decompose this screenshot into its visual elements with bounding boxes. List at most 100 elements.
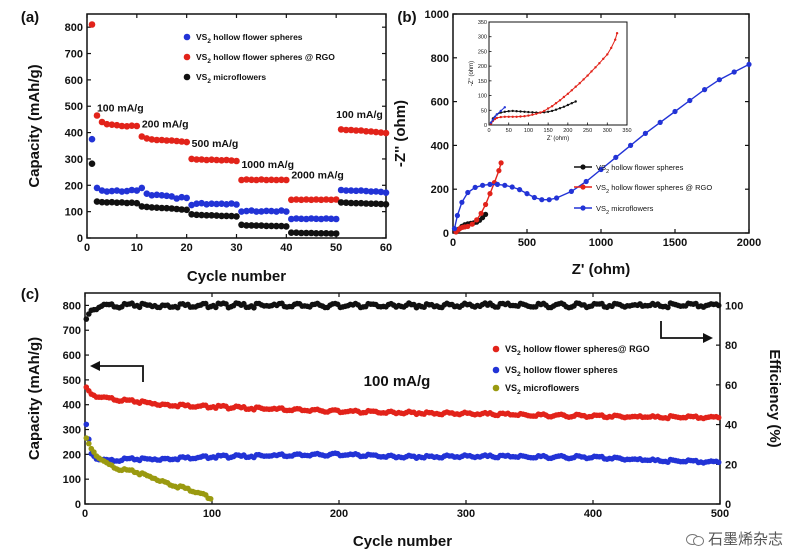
y-tick-label: 0 (75, 499, 81, 511)
legend-marker (580, 205, 586, 211)
y-tick-label: 1000 (425, 9, 449, 21)
data-point (472, 184, 478, 190)
data-point (382, 129, 390, 137)
data-point (342, 126, 350, 134)
data-point (594, 66, 597, 69)
x-tick-label: 10 (131, 242, 143, 254)
data-point (268, 207, 275, 215)
data-point (283, 223, 290, 230)
data-point (86, 440, 92, 447)
x-axis-label: Cycle number (187, 268, 286, 285)
data-point (327, 215, 335, 223)
data-point (148, 204, 156, 211)
data-point (483, 211, 489, 217)
data-point (308, 196, 315, 204)
data-point (495, 116, 499, 120)
data-point (523, 110, 526, 114)
inset-y-tick-label: 0 (484, 123, 487, 129)
data-point (550, 105, 554, 108)
data-point (489, 121, 493, 124)
data-point (278, 176, 285, 184)
data-point (218, 200, 225, 207)
x-tick-label: 1500 (663, 237, 687, 249)
data-point (253, 222, 260, 229)
data-point (233, 201, 240, 208)
data-point (193, 156, 200, 163)
inset-x-tick-label: 350 (622, 128, 631, 134)
panel-label: (c) (21, 286, 39, 303)
data-point (610, 46, 613, 50)
data-point (377, 188, 385, 196)
data-point (672, 108, 678, 115)
data-point (554, 102, 558, 105)
data-point (322, 215, 330, 222)
data-point (83, 316, 90, 322)
data-point (480, 182, 486, 188)
data-point (243, 222, 250, 229)
data-point (228, 157, 235, 164)
data-point (317, 230, 325, 237)
data-point (494, 181, 500, 187)
y-right-tick-label: 40 (725, 420, 737, 432)
data-point (263, 176, 270, 184)
data-point (93, 198, 101, 205)
data-point (357, 127, 365, 134)
data-point (566, 103, 570, 107)
data-point (546, 110, 550, 114)
data-point (118, 188, 126, 195)
inset-x-tick-label: 50 (506, 128, 512, 134)
data-point (367, 188, 375, 195)
inset-y-tick-label: 50 (481, 108, 487, 114)
data-point (108, 187, 116, 195)
x-tick-label: 60 (380, 242, 392, 254)
data-point (496, 168, 502, 174)
data-point (108, 121, 116, 128)
data-point (451, 226, 458, 232)
data-point (546, 197, 552, 203)
data-point (173, 205, 180, 213)
data-point (357, 187, 365, 194)
y-tick-label: 500 (65, 101, 83, 113)
data-point (687, 97, 693, 104)
data-point (103, 199, 111, 206)
data-point (642, 130, 649, 136)
data-point (83, 435, 90, 441)
data-point (527, 114, 530, 117)
data-point (118, 122, 126, 130)
y-tick-label: 100 (65, 207, 83, 219)
data-point (183, 206, 190, 214)
inset-x-tick-label: 200 (563, 128, 572, 134)
data-point (337, 126, 345, 133)
data-point (347, 126, 355, 134)
x-tick-label: 0 (82, 508, 88, 520)
data-point (253, 208, 260, 215)
data-point (715, 414, 722, 421)
data-point (598, 166, 604, 173)
data-point (498, 160, 504, 166)
data-point (288, 196, 295, 204)
data-point (382, 189, 390, 196)
x-tick-label: 2000 (737, 237, 761, 249)
legend-label: VS2 hollow flower spheres@ RGO (505, 344, 650, 357)
data-point (118, 199, 126, 206)
data-point (168, 137, 175, 144)
data-point (308, 229, 315, 237)
data-point (614, 38, 617, 41)
y-tick-label: 500 (63, 375, 81, 387)
data-point (562, 95, 566, 99)
data-point (503, 115, 506, 119)
legend-marker (492, 366, 500, 374)
data-point (362, 187, 370, 195)
inset-x-tick-label: 0 (487, 128, 490, 134)
data-point (499, 115, 502, 119)
x-tick-label: 20 (181, 242, 193, 254)
data-point (193, 200, 200, 207)
data-point (731, 69, 737, 75)
y-right-tick-label: 60 (725, 380, 737, 392)
data-point (523, 115, 526, 118)
data-point (248, 176, 255, 184)
data-point (558, 99, 562, 102)
legend-marker (580, 184, 586, 190)
